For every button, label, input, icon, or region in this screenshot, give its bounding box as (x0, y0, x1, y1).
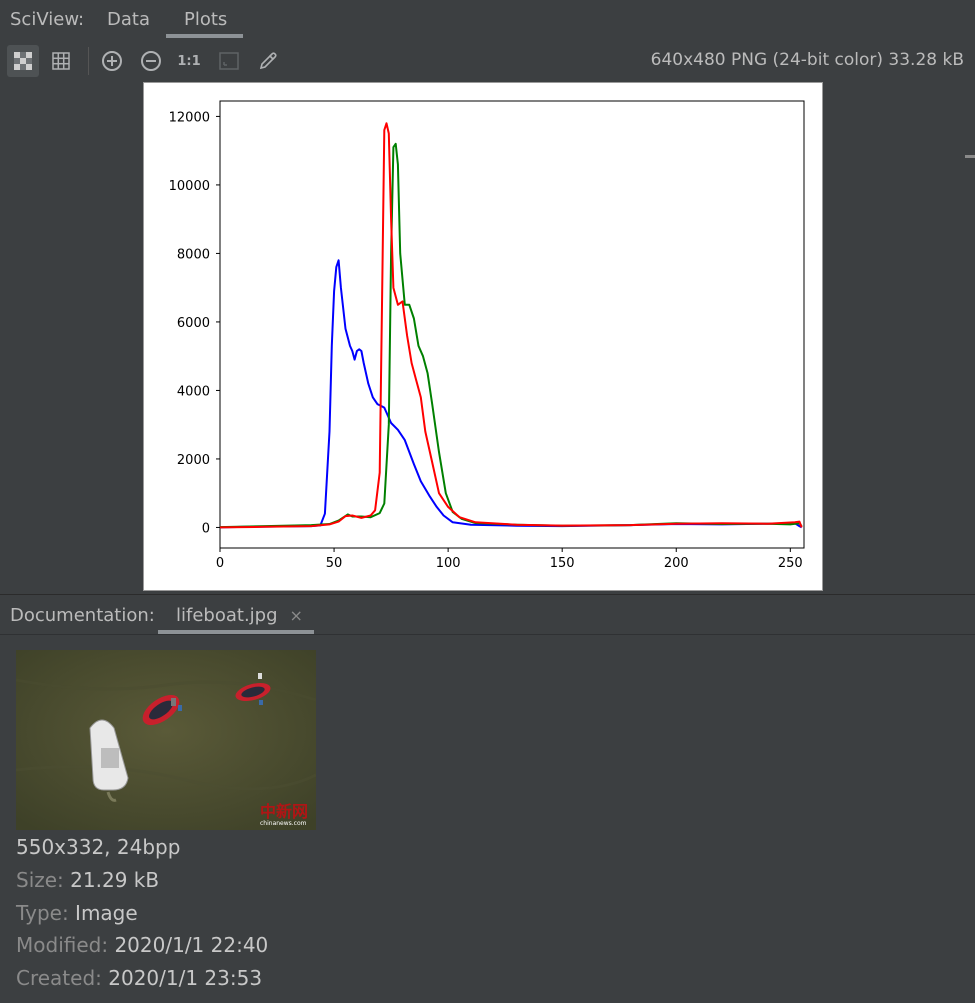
red-dinghy-large (142, 694, 182, 726)
actual-size-button[interactable]: 1:1 (173, 45, 205, 77)
image-info-text: 640x480 PNG (24-bit color) 33.28 kB (650, 50, 964, 70)
type-value: Image (75, 901, 138, 925)
close-icon[interactable]: × (289, 606, 303, 625)
plot-image: 0 50 100 150 200 250 0 2000 4000 6000 8000 10000 120… (143, 82, 823, 591)
x-tick-label: 200 (664, 556, 689, 571)
x-tick-label: 0 (216, 556, 224, 571)
image-size-row: Size: 21.29 kB (16, 868, 159, 892)
tab-lifeboat-jpg[interactable]: lifeboat.jpg × (176, 605, 303, 626)
documentation-header-border (0, 634, 975, 635)
fit-window-button[interactable] (213, 45, 245, 77)
x-tick-label: 100 (436, 556, 461, 571)
zoom-in-icon (102, 51, 122, 71)
created-value: 2020/1/1 23:53 (108, 966, 263, 990)
doc-tab-label: lifeboat.jpg (176, 605, 278, 626)
image-toolbar: 1:1 640x480 PNG (24-bit color) 33.28 kB (0, 42, 975, 80)
red-dinghy-small (235, 673, 271, 705)
sciview-header: SciView: Data Plots (0, 0, 975, 40)
modified-value: 2020/1/1 22:40 (114, 933, 269, 957)
zoom-out-button[interactable] (135, 45, 167, 77)
image-created-row: Created: 2020/1/1 23:53 (16, 966, 262, 990)
watermark-url: chinanews.com (260, 820, 307, 827)
x-tick-label: 150 (550, 556, 575, 571)
size-value: 21.29 kB (70, 868, 160, 892)
x-tick-label: 250 (778, 556, 803, 571)
actual-size-icon: 1:1 (177, 53, 201, 69)
series-line-2 (219, 122, 803, 529)
documentation-header: Documentation: lifeboat.jpg × (0, 595, 975, 635)
documentation-label: Documentation: (10, 605, 155, 626)
color-picker-icon (259, 52, 277, 70)
created-key: Created: (16, 966, 102, 990)
image-dimensions: 550x332, 24bpp (16, 835, 181, 859)
y-tick-label: 8000 (177, 247, 210, 262)
toolbar-separator (88, 47, 89, 75)
y-tick-label: 4000 (177, 384, 210, 399)
tab-plots-active-indicator (166, 34, 243, 38)
tab-data[interactable]: Data (107, 9, 150, 30)
lifeboat-photo: 中新网 chinanews.com (16, 650, 316, 830)
modified-key: Modified: (16, 933, 109, 957)
x-tick-label: 50 (326, 556, 343, 571)
white-boat (89, 719, 129, 802)
image-modified-row: Modified: 2020/1/1 22:40 (16, 933, 268, 957)
y-tick-label: 0 (202, 521, 210, 536)
watermark-logo: 中新网 (260, 802, 308, 821)
size-key: Size: (16, 868, 64, 892)
tab-plots[interactable]: Plots (184, 9, 228, 30)
image-thumbnail: 中新网 chinanews.com (16, 650, 316, 830)
fit-window-icon (219, 52, 239, 70)
grid-toggle-button[interactable] (45, 45, 77, 77)
y-tick-label: 12000 (169, 110, 210, 125)
type-key: Type: (16, 901, 69, 925)
sciview-title: SciView: (10, 9, 85, 30)
color-picker-button[interactable] (252, 45, 284, 77)
splitter-handle[interactable] (965, 155, 975, 158)
doc-tab-active-indicator (158, 630, 314, 634)
y-tick-label: 6000 (177, 316, 210, 331)
panel-divider[interactable] (0, 594, 975, 595)
series-line-0 (219, 259, 803, 529)
chessboard-icon (14, 52, 32, 70)
chessboard-toggle-button[interactable] (7, 45, 39, 77)
grid-icon (52, 52, 70, 70)
y-tick-label: 2000 (177, 453, 210, 468)
image-type-row: Type: Image (16, 901, 138, 925)
zoom-in-button[interactable] (96, 45, 128, 77)
y-tick-label: 10000 (169, 179, 210, 194)
zoom-out-icon (141, 51, 161, 71)
series-line-1 (219, 142, 803, 529)
plot-area-border (219, 100, 805, 549)
histogram-chart: 0 50 100 150 200 250 0 2000 4000 6000 8000 10000 120… (169, 100, 805, 571)
